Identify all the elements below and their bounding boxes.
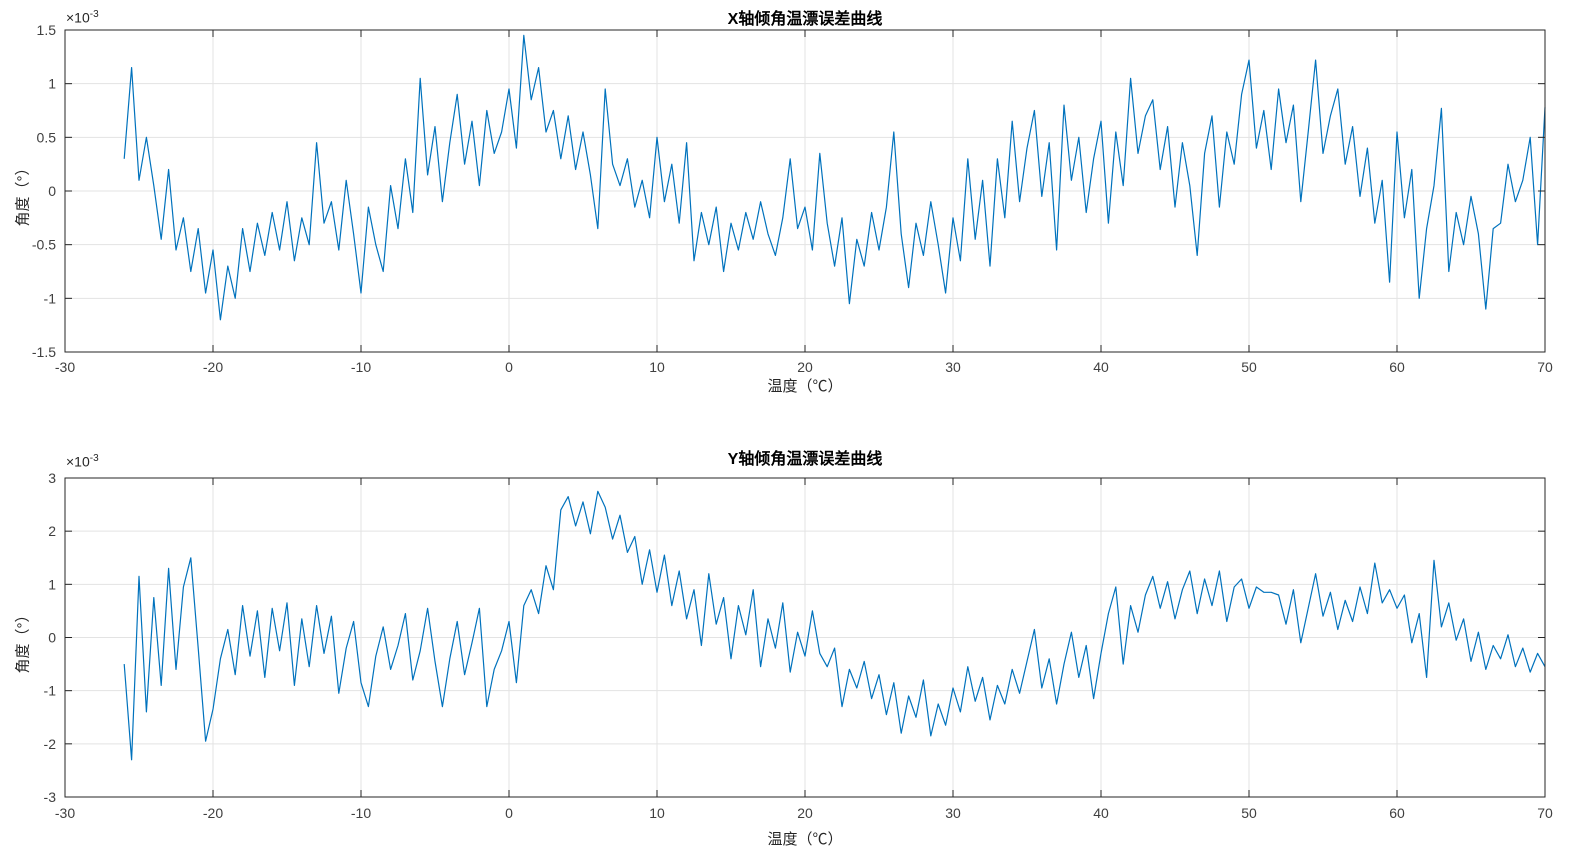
x-tick-label: -30 [55,359,75,375]
y-tick-label: -1.5 [32,344,56,360]
x-tilt-chart-panel: X轴倾角温漂误差曲线 ×10-3 角度（°） -30 -20 -10 0 10 20 30 4… [15,9,1553,395]
y-exponent-power: -3 [89,453,99,464]
x-tilt-line-chart: -30 -20 -10 0 10 20 30 40 50 60 70 -1.5 -1 -0.5 0 0.5 1 1… [32,22,1553,375]
y-axis-exponent: ×10-3 [66,453,99,470]
x-tick-label: -10 [351,359,371,375]
y-exponent-base: ×10 [66,453,90,470]
x-tick-label: 10 [649,805,665,821]
x-tick-label: 40 [1093,359,1109,375]
y-tick-label: -1 [44,683,57,699]
y-tick-label: 1 [48,76,56,92]
y-tick-label: -0.5 [32,237,56,253]
x-tick-label: 70 [1537,359,1553,375]
x-tick-label: 0 [505,805,513,821]
y-exponent-base: ×10 [66,9,90,26]
x-tick-label: -20 [203,359,223,375]
y-tilt-chart-panel: Y轴倾角温漂误差曲线 ×10-3 角度（°） -30 -20 -10 0 10 20 30 4… [0,430,1570,860]
series-line [123,34,1546,321]
axes-box [64,477,1546,798]
y-tick-label: 2 [48,523,56,539]
y-tick-label: 1.5 [37,22,57,38]
x-tick-label: 50 [1241,805,1257,821]
grid [64,29,1546,353]
x-tick-label: 60 [1389,359,1405,375]
y-exponent-power: -3 [89,9,99,20]
tick-labels: -30 -20 -10 0 10 20 30 40 50 60 70 -1.5 -1 -0.5 0 0.5 1 1… [32,22,1553,375]
x-tick-label: -10 [351,805,371,821]
x-tick-label: -30 [55,805,75,821]
series-line [123,490,1546,761]
y-tick-label: -3 [44,789,57,805]
y-tick-label: 3 [48,470,56,486]
x-tick-label: 70 [1537,805,1553,821]
x-tick-label: 10 [649,359,665,375]
chart-title-y-tilt: Y轴倾角温漂误差曲线 [727,451,883,468]
y-tick-label: 1 [48,576,56,592]
y-tick-label: 0 [48,183,56,199]
x-axis-label: 温度（℃） [767,378,843,395]
y-tick-label: -1 [44,290,57,306]
x-tick-label: 50 [1241,359,1257,375]
x-tick-label: 30 [945,805,961,821]
y-tick-label: 0 [48,630,56,646]
y-tick-label: 0.5 [37,129,57,145]
x-tick-label: 20 [797,805,813,821]
x-tick-label: 20 [797,359,813,375]
grid [64,477,1546,798]
x-tick-label: -20 [203,805,223,821]
x-tick-label: 40 [1093,805,1109,821]
x-tick-label: 0 [505,359,513,375]
x-axis-label: 温度（℃） [767,831,843,848]
axes-box [64,29,1546,353]
x-tick-label: 30 [945,359,961,375]
chart-title-x-tilt: X轴倾角温漂误差曲线 [727,11,883,28]
y-tick-label: -2 [44,736,57,752]
x-tick-label: 60 [1389,805,1405,821]
y-axis-exponent: ×10-3 [66,9,99,26]
